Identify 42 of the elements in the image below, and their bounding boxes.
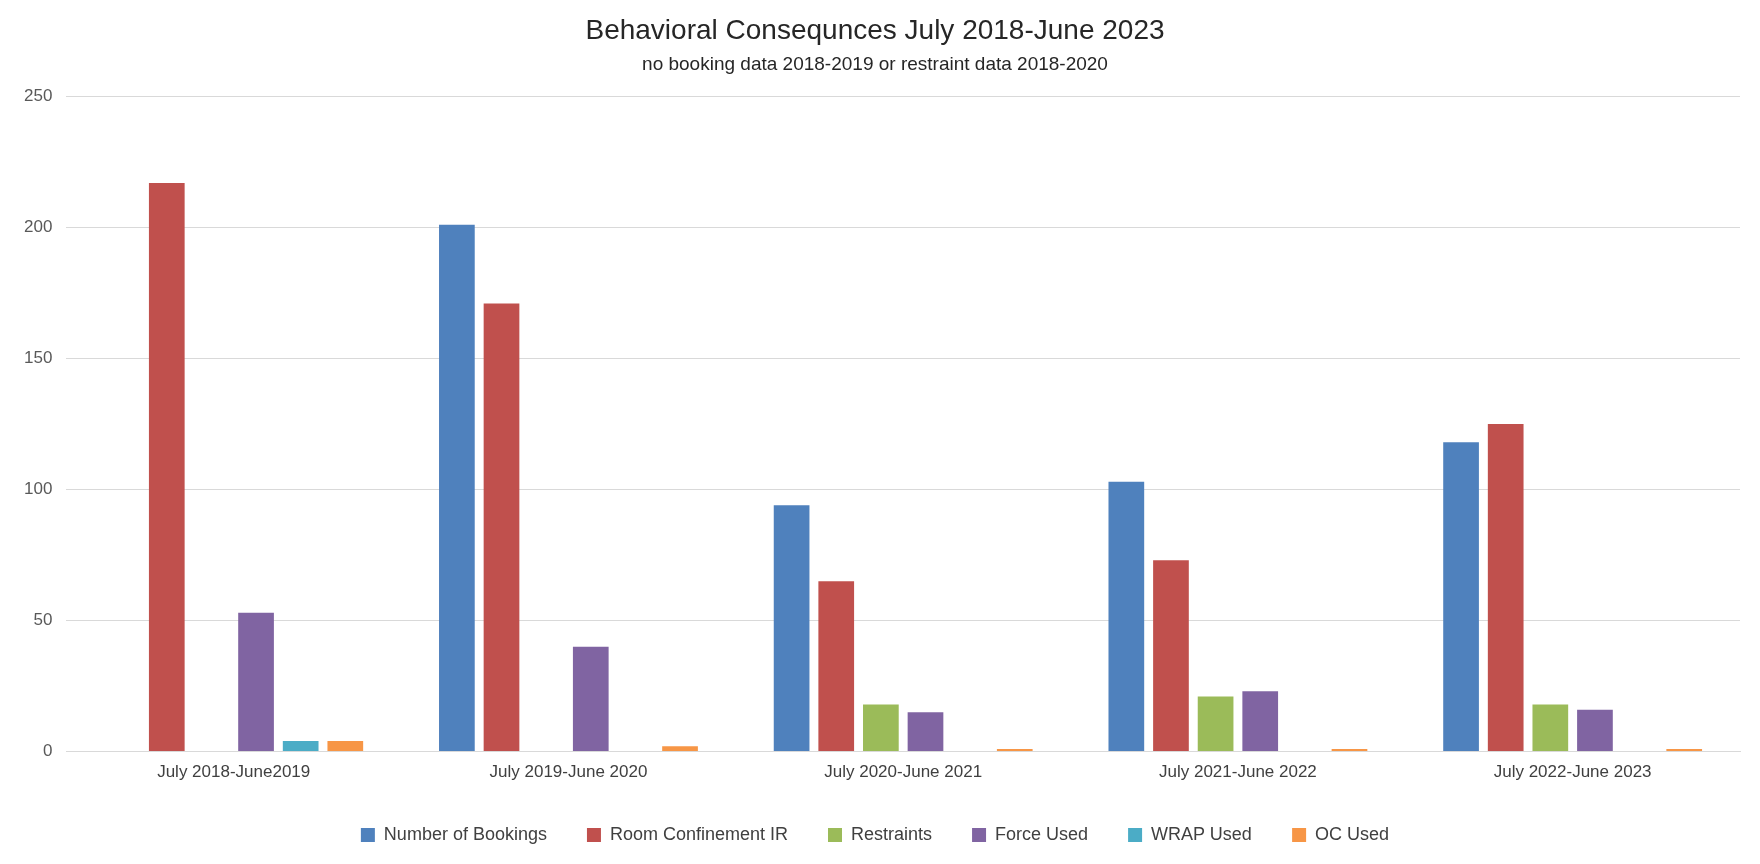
bar xyxy=(1242,691,1279,752)
bar xyxy=(327,741,364,752)
bar xyxy=(1666,748,1703,752)
x-tick-label: July 2022-June 2023 xyxy=(1493,762,1652,782)
x-tick-label: July 2019-June 2020 xyxy=(489,762,648,782)
bar xyxy=(1108,481,1145,752)
x-tick-label: July 2021-June 2022 xyxy=(1158,762,1317,782)
y-tick-label: 250 xyxy=(23,86,53,106)
bar xyxy=(439,224,475,752)
bar xyxy=(818,581,855,752)
y-tick-label: 50 xyxy=(33,610,53,630)
bar xyxy=(773,505,810,752)
bar xyxy=(1443,442,1479,752)
bar xyxy=(863,704,899,752)
y-tick-label: 0 xyxy=(42,741,53,761)
bar xyxy=(1197,696,1234,752)
legend-label: Restraints xyxy=(851,823,933,844)
bar xyxy=(238,612,274,752)
bar xyxy=(1577,709,1613,752)
bar xyxy=(148,182,185,752)
legend-label: Force Used xyxy=(995,823,1089,844)
chart-title: Behavioral Consequnces July 2018-June 2023 xyxy=(585,13,1165,45)
bar xyxy=(572,646,609,752)
bar xyxy=(282,741,319,752)
bar xyxy=(1331,748,1368,752)
bar xyxy=(1153,560,1189,752)
bar xyxy=(1532,704,1569,752)
y-tick-label: 100 xyxy=(23,479,53,499)
y-tick-label: 150 xyxy=(23,348,53,368)
x-tick-label: July 2020-June 2021 xyxy=(824,762,983,782)
legend-label: WRAP Used xyxy=(1151,823,1252,844)
legend-label: Number of Bookings xyxy=(383,823,547,844)
bar xyxy=(1487,424,1524,752)
bar xyxy=(483,303,520,752)
x-tick-label: July 2018-June2019 xyxy=(157,762,311,782)
chart-subtitle: no booking data 2018-2019 or restraint data 2018-2020 xyxy=(642,53,1108,75)
bar xyxy=(662,746,698,752)
legend-label: Room Confinement IR xyxy=(609,823,789,844)
bar xyxy=(996,748,1033,752)
y-tick-label: 200 xyxy=(23,217,53,237)
legend-label: OC Used xyxy=(1315,823,1390,844)
bar xyxy=(907,712,944,752)
